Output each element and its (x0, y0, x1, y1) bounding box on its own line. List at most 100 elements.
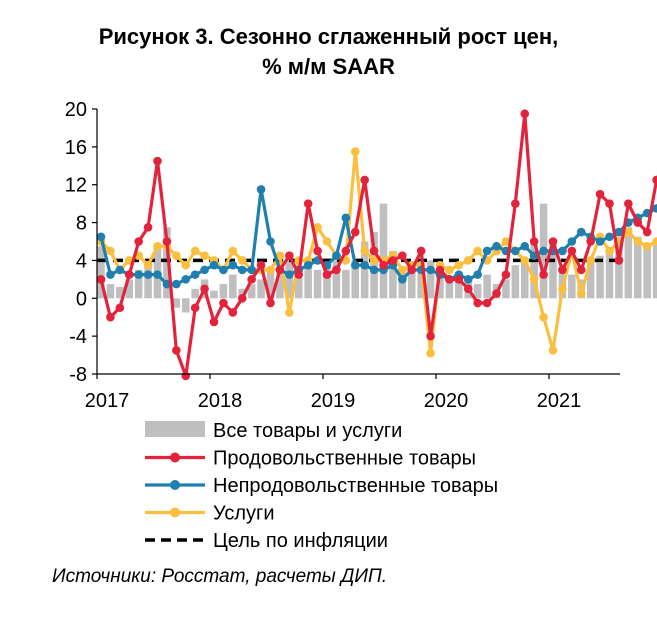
data-point (96, 232, 106, 242)
data-point (106, 270, 115, 279)
data-point (398, 275, 407, 284)
bar (125, 279, 134, 299)
chart-legend: Все товары и услуги Продовольственные тов… (145, 420, 498, 552)
series-services (96, 147, 657, 358)
bar (624, 227, 633, 299)
data-point (614, 256, 624, 265)
bar (502, 279, 510, 299)
data-point (200, 265, 209, 275)
data-point (360, 175, 369, 185)
data-point (124, 270, 134, 279)
data-point (482, 246, 492, 256)
bar (332, 260, 341, 299)
legend-item: Цель по инфляции (145, 530, 388, 552)
data-point (435, 265, 445, 275)
bar (97, 246, 105, 299)
data-point (275, 251, 285, 260)
data-point (322, 237, 332, 246)
data-point (256, 185, 266, 194)
data-point (605, 232, 614, 242)
data-point (143, 260, 153, 270)
legend-swatch (145, 421, 205, 437)
x-tick-label: 2017 (85, 390, 130, 412)
bar (285, 260, 294, 299)
data-point (332, 265, 341, 275)
data-point (190, 246, 200, 256)
data-point (294, 270, 304, 279)
legend-marker (170, 507, 180, 518)
data-point (115, 303, 125, 313)
data-point (115, 265, 125, 275)
data-point (576, 289, 586, 298)
data-point (228, 260, 238, 270)
bar (219, 284, 228, 299)
data-point (369, 256, 379, 265)
data-point (520, 109, 530, 119)
data-point (567, 237, 577, 246)
data-point (576, 265, 586, 275)
bar (266, 269, 275, 299)
bar (511, 265, 520, 299)
legend-label: Продовольственные товары (213, 448, 476, 470)
legend-label: Услуги (213, 503, 275, 525)
legend-marker (170, 452, 180, 463)
y-tick-label: -4 (69, 326, 87, 348)
legend-label: Все товары и услуги (213, 420, 402, 442)
data-point (463, 275, 473, 284)
data-point (266, 237, 275, 246)
data-point (548, 237, 558, 246)
data-point (520, 256, 530, 265)
bar (473, 284, 482, 299)
series-line (99, 187, 657, 286)
bar (483, 274, 491, 299)
y-tick-label: 8 (76, 213, 87, 235)
bar (596, 255, 604, 299)
chart-title-line-1: Рисунок 3. Сезонно сглаженный рост цен, (98, 24, 559, 49)
data-point (96, 275, 106, 284)
data-point (473, 246, 482, 256)
bar (549, 241, 557, 299)
source-note: Источники: Росстат, расчеты ДИП. (52, 566, 388, 587)
data-point (633, 218, 643, 227)
data-point (219, 265, 228, 275)
data-point (275, 265, 285, 275)
y-tick-label: 20 (65, 99, 87, 121)
bar (436, 274, 444, 299)
bar (313, 269, 322, 299)
data-point (445, 275, 454, 284)
data-point (266, 265, 275, 275)
data-point (614, 227, 624, 237)
data-point (624, 227, 633, 237)
data-point (143, 270, 153, 279)
data-point (266, 298, 275, 308)
data-point (398, 265, 407, 275)
bar (294, 265, 303, 299)
data-point (303, 199, 313, 208)
data-point (567, 246, 577, 256)
data-point (473, 298, 482, 308)
bar (633, 236, 642, 299)
data-point (134, 237, 143, 246)
data-point (633, 237, 643, 246)
data-point (388, 256, 398, 265)
bar (323, 265, 331, 299)
bar (106, 284, 115, 299)
bar (163, 227, 171, 299)
data-point (209, 260, 219, 270)
data-point (558, 265, 567, 275)
data-point (426, 265, 435, 275)
data-point (181, 260, 191, 270)
data-point (595, 237, 605, 246)
bar (144, 260, 152, 299)
data-point (106, 312, 115, 322)
data-point (143, 223, 153, 232)
bar (615, 236, 623, 299)
bar (351, 260, 360, 299)
data-point (285, 270, 294, 279)
legend-label: Непродовольственные товары (213, 475, 498, 497)
x-tick-label: 2019 (311, 390, 356, 412)
bar (520, 260, 529, 299)
legend-item: Все товары и услуги (145, 420, 402, 442)
data-point (360, 260, 369, 270)
y-tick-label: 12 (65, 175, 87, 197)
